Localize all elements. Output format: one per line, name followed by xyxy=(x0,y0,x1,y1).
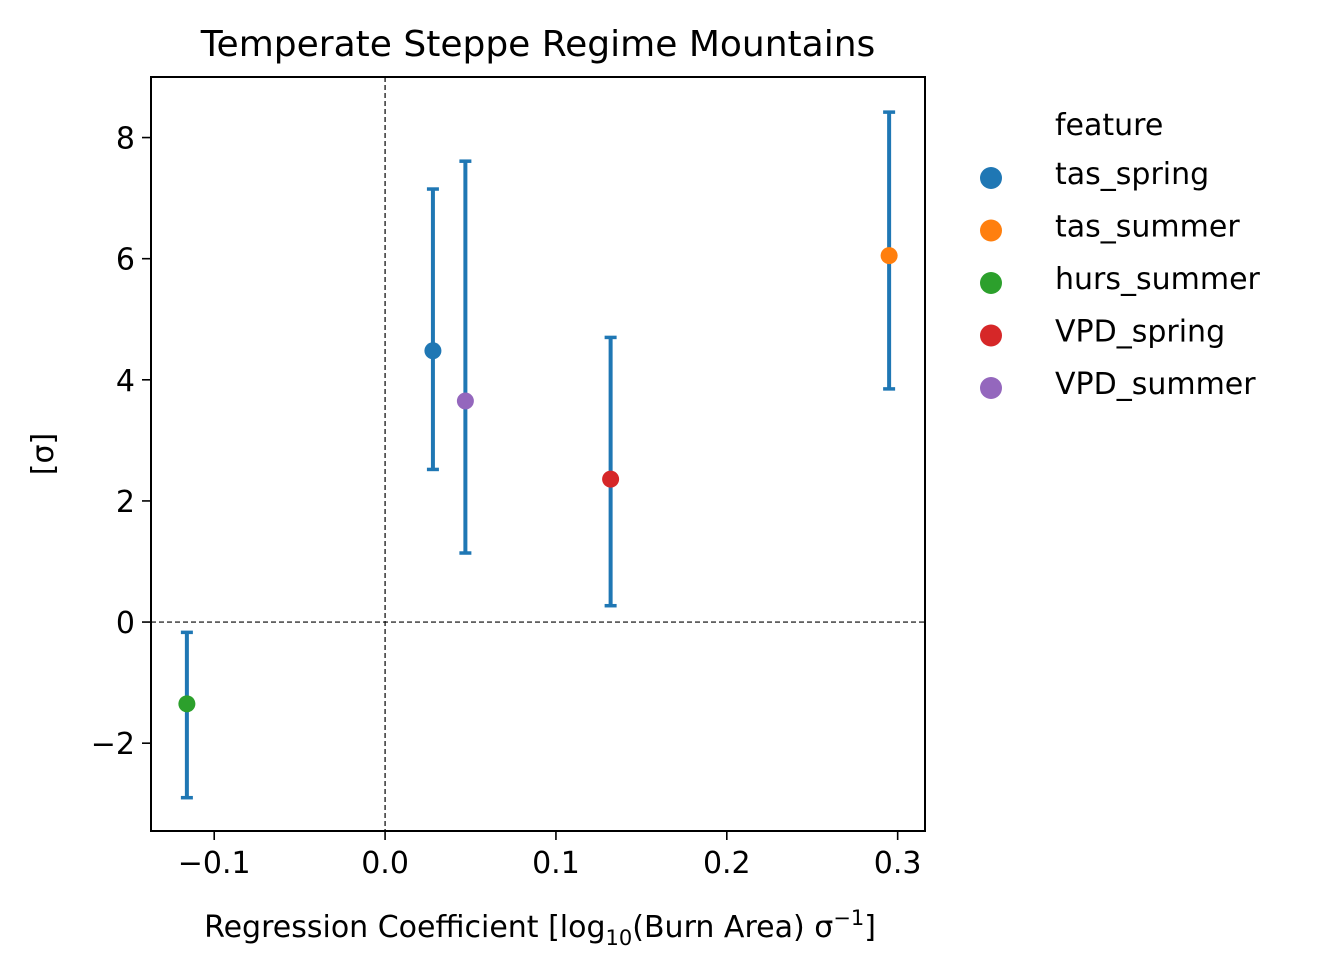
x-tick-label: 0.0 xyxy=(361,846,409,881)
legend-marker-VPD_spring xyxy=(980,324,1002,347)
legend-items: tas_spring tas_summer hurs_summer VPD_sprin… xyxy=(980,157,1261,402)
x-axis-title: Regression Coefficient [log10(Burn Area)… xyxy=(204,906,876,950)
legend-label-tas_spring: tas_spring xyxy=(1055,157,1209,192)
x-axis-title-end: ] xyxy=(864,910,876,945)
y-tick-label: 4 xyxy=(116,364,135,399)
data-point-tas_summer xyxy=(880,247,898,265)
x-tick-label: 0.3 xyxy=(874,846,922,881)
legend-title: feature xyxy=(1055,108,1163,143)
data-point-hurs_summer xyxy=(178,695,196,713)
x-tick-label: 0.2 xyxy=(703,846,751,881)
x-tick-label: −0.1 xyxy=(178,846,251,881)
legend-label-VPD_summer: VPD_summer xyxy=(1055,367,1256,402)
legend-label-hurs_summer: hurs_summer xyxy=(1055,262,1261,297)
x-axis-title-superscript: −1 xyxy=(833,906,864,930)
y-tick-label: 6 xyxy=(116,243,135,278)
legend-marker-tas_summer xyxy=(980,219,1002,242)
y-tick-label: 2 xyxy=(116,485,135,520)
x-axis-title-subscript: 10 xyxy=(606,926,633,950)
y-tick-label: 8 xyxy=(116,122,135,157)
error-bar-hurs_summer xyxy=(180,630,193,800)
y-tick-label: 0 xyxy=(116,606,135,641)
x-axis-title-main: Regression Coefficient [log xyxy=(204,910,605,945)
legend-label-tas_summer: tas_summer xyxy=(1055,210,1240,245)
x-tick-label: 0.1 xyxy=(532,846,580,881)
legend-marker-hurs_summer xyxy=(980,272,1002,294)
plot-area: −0.1 0.0 0.1 0.2 0.3 −2 0 2 4 6 8 xyxy=(91,76,926,881)
data-point-VPD_summer xyxy=(456,392,474,410)
y-tick-label: −2 xyxy=(91,727,135,762)
legend-marker-VPD_summer xyxy=(980,377,1002,399)
data-point-VPD_spring xyxy=(602,470,620,488)
x-axis-title-middle: (Burn Area) σ xyxy=(632,910,833,945)
legend-marker-tas_spring xyxy=(980,167,1002,189)
data-point-tas_spring xyxy=(424,342,442,360)
error-bar-tas_spring xyxy=(426,187,439,472)
legend: feature tas_spring tas_summer hurs_summer V… xyxy=(980,108,1261,402)
axes-frame xyxy=(150,76,926,832)
error-bar-VPD_summer xyxy=(459,159,472,555)
y-axis-title: [σ] xyxy=(26,433,61,475)
chart-title: Temperate Steppe Regime Mountains xyxy=(200,24,876,65)
legend-label-VPD_spring: VPD_spring xyxy=(1055,315,1225,350)
